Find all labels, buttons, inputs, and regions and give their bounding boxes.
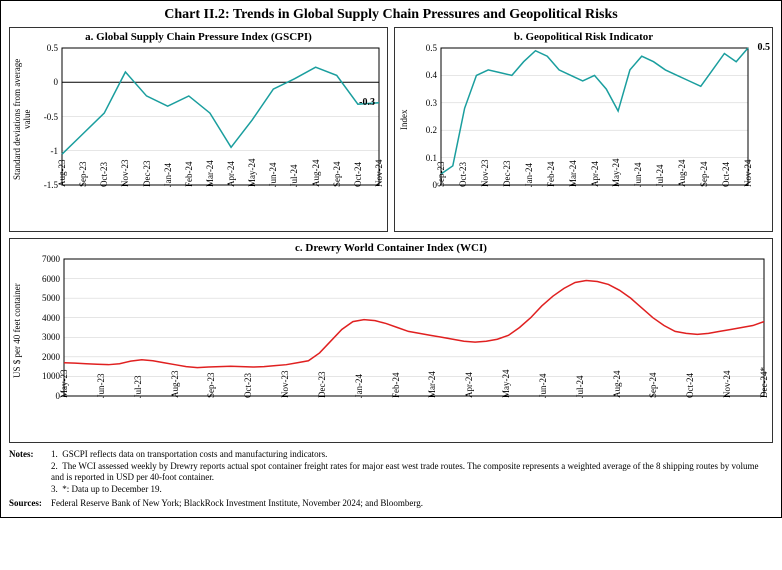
panel-a-endlabel: -0.3 <box>359 97 375 108</box>
ytick: 0 <box>54 77 63 87</box>
xtick: Oct-23 <box>99 162 109 187</box>
notes-label: Notes: <box>9 449 34 459</box>
xtick: Sep-24 <box>699 162 709 188</box>
xtick: Mar-24 <box>205 160 215 187</box>
ytick: 7000 <box>42 254 64 264</box>
xtick: Dec-23 <box>317 372 327 399</box>
panel-a-ylabel: Standard deviations from average value <box>12 58 32 181</box>
notes-block: Notes:1. GSCPI reflects data on transpor… <box>9 449 773 509</box>
panel-a-chart: -0.3 -1.5-1-0.500.5Aug-23Sep-23Oct-23Nov… <box>62 48 379 185</box>
ytick: 2000 <box>42 352 64 362</box>
xtick: Jun-24 <box>268 163 278 188</box>
ytick: -1 <box>51 146 63 156</box>
xtick: May-24 <box>501 370 511 399</box>
xtick: Oct-24 <box>721 162 731 187</box>
panel-a-title: a. Global Supply Chain Pressure Index (G… <box>10 28 387 44</box>
xtick: Jun-23 <box>96 374 106 399</box>
xtick: Feb-24 <box>546 162 556 188</box>
xtick: Apr-24 <box>226 161 236 187</box>
xtick: Sep-24 <box>332 162 342 188</box>
xtick: Nov-24 <box>722 371 732 399</box>
xtick: Jul-24 <box>289 165 299 188</box>
ytick: 0.5 <box>426 43 441 53</box>
xtick: Sep-23 <box>78 162 88 188</box>
xtick: Oct-24 <box>685 373 695 398</box>
note-3: *: Data up to December 19. <box>62 484 161 494</box>
panel-c: c. Drewry World Container Index (WCI) US… <box>9 238 773 443</box>
xtick: Mar-24 <box>568 160 578 187</box>
xtick: Oct-24 <box>353 162 363 187</box>
xtick: Nov-23 <box>120 160 130 188</box>
top-row: a. Global Supply Chain Pressure Index (G… <box>9 27 773 232</box>
xtick: Aug-24 <box>311 160 321 188</box>
xtick: Aug-23 <box>57 160 67 188</box>
xtick: Nov-24 <box>743 160 753 188</box>
ytick: 5000 <box>42 293 64 303</box>
xtick: Nov-24 <box>374 160 384 188</box>
xtick: Jan-24 <box>163 163 173 187</box>
xtick: Jul-24 <box>655 165 665 188</box>
xtick: Dec-23 <box>502 161 512 188</box>
xtick: Jan-24 <box>354 374 364 398</box>
xtick: Sep-23 <box>436 162 446 188</box>
ytick: -0.5 <box>44 112 62 122</box>
xtick: Aug-23 <box>170 371 180 399</box>
xtick: Nov-23 <box>280 371 290 399</box>
xtick: Mar-24 <box>427 371 437 398</box>
panel-c-title: c. Drewry World Container Index (WCI) <box>10 239 772 255</box>
xtick: Sep-24 <box>648 373 658 399</box>
xtick: Apr-24 <box>464 372 474 398</box>
xtick: Aug-24 <box>677 160 687 188</box>
ytick: 0.3 <box>426 98 441 108</box>
bottom-row: c. Drewry World Container Index (WCI) US… <box>9 238 773 443</box>
xtick: Jan-24 <box>524 163 534 187</box>
xtick: Sep-23 <box>206 373 216 399</box>
note-1: GSCPI reflects data on transportation co… <box>62 449 327 459</box>
ytick: 3000 <box>42 332 64 342</box>
chart-container: Chart II.2: Trends in Global Supply Chai… <box>0 0 782 518</box>
xtick: Jun-24 <box>633 163 643 188</box>
panel-b-chart: 0.5 00.10.20.30.40.5Sep-23Oct-23Nov-23De… <box>441 48 748 185</box>
panel-b-ylabel: Index <box>399 58 409 181</box>
sources-text: Federal Reserve Bank of New York; BlackR… <box>51 498 423 510</box>
ytick: 6000 <box>42 274 64 284</box>
panel-a: a. Global Supply Chain Pressure Index (G… <box>9 27 388 232</box>
main-title: Chart II.2: Trends in Global Supply Chai… <box>9 7 773 23</box>
xtick: Oct-23 <box>243 373 253 398</box>
panel-b-title: b. Geopolitical Risk Indicator <box>395 28 772 44</box>
xtick: Jul-23 <box>133 376 143 399</box>
xtick: Feb-24 <box>184 162 194 188</box>
xtick: Dec-23 <box>142 161 152 188</box>
ytick: 0.5 <box>47 43 62 53</box>
xtick: May-24 <box>247 159 257 188</box>
xtick: Feb-24 <box>391 373 401 399</box>
xtick: Oct-23 <box>458 162 468 187</box>
ytick: 0.2 <box>426 125 441 135</box>
xtick: Jun-24 <box>538 374 548 399</box>
panel-c-ylabel: US $ per 40 feet container <box>12 269 22 392</box>
note-2: The WCI assessed weekly by Drewry report… <box>51 461 758 483</box>
ytick: 0.4 <box>426 70 441 80</box>
xtick: Apr-24 <box>590 161 600 187</box>
panel-c-chart: 01000200030004000500060007000May-23Jun-2… <box>64 259 764 396</box>
panel-b: b. Geopolitical Risk Indicator Index 0.5… <box>394 27 773 232</box>
xtick: Nov-23 <box>480 160 490 188</box>
xtick: Dec-24* <box>759 367 769 398</box>
xtick: May-24 <box>611 159 621 188</box>
ytick: 4000 <box>42 313 64 323</box>
panel-b-endlabel: 0.5 <box>758 42 771 53</box>
xtick: Jul-24 <box>575 376 585 399</box>
xtick: Aug-24 <box>612 371 622 399</box>
xtick: May-23 <box>59 370 69 399</box>
sources-label: Sources: <box>9 498 42 508</box>
